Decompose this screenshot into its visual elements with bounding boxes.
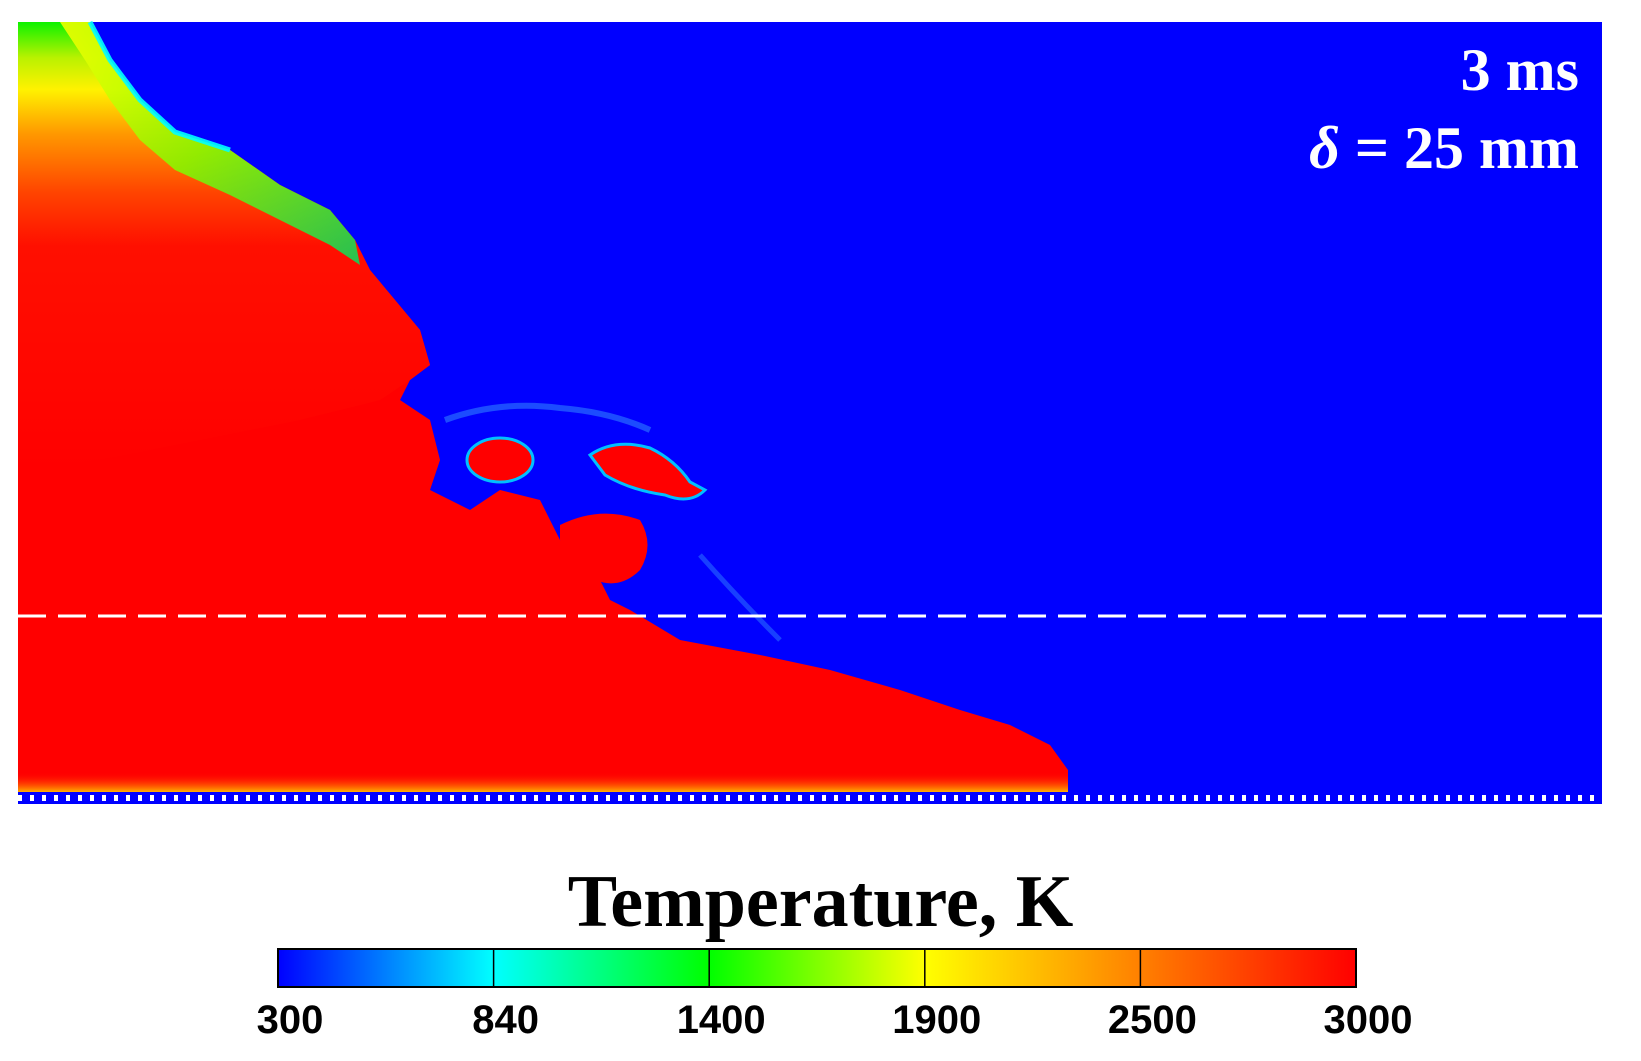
colorbar-tick-label: 1900	[892, 998, 982, 1042]
colorbar-tick-label: 300	[256, 998, 324, 1042]
bottom-wall-glow	[18, 772, 1068, 792]
warm-gradient-region	[18, 22, 430, 470]
colorbar	[277, 948, 1357, 988]
delta-symbol: δ	[1309, 115, 1340, 181]
hot-pocket-1	[465, 436, 535, 484]
faint-trace-1	[443, 402, 652, 433]
hot-pocket-2	[587, 442, 708, 501]
faint-trace-2	[698, 553, 782, 642]
cyan-fringe	[87, 20, 231, 153]
colorbar-title: Temperature, K	[567, 861, 1074, 943]
colorbar-tick-label: 840	[472, 998, 539, 1042]
colorbar-tick-label: 1400	[676, 998, 766, 1042]
delta-annotation: δ = 25 mm	[1309, 118, 1579, 178]
temperature-field-plot	[18, 20, 1602, 804]
colorbar-gradient	[277, 948, 1357, 988]
colorbar-tick-label: 2500	[1107, 998, 1197, 1042]
time-annotation: 3 ms	[1460, 37, 1579, 103]
hot-pocket-3	[560, 513, 648, 584]
colorbar-tick-marks	[492, 949, 1142, 987]
delta-value: = 25 mm	[1339, 115, 1579, 181]
colorbar-tick-label: 3000	[1323, 998, 1413, 1042]
